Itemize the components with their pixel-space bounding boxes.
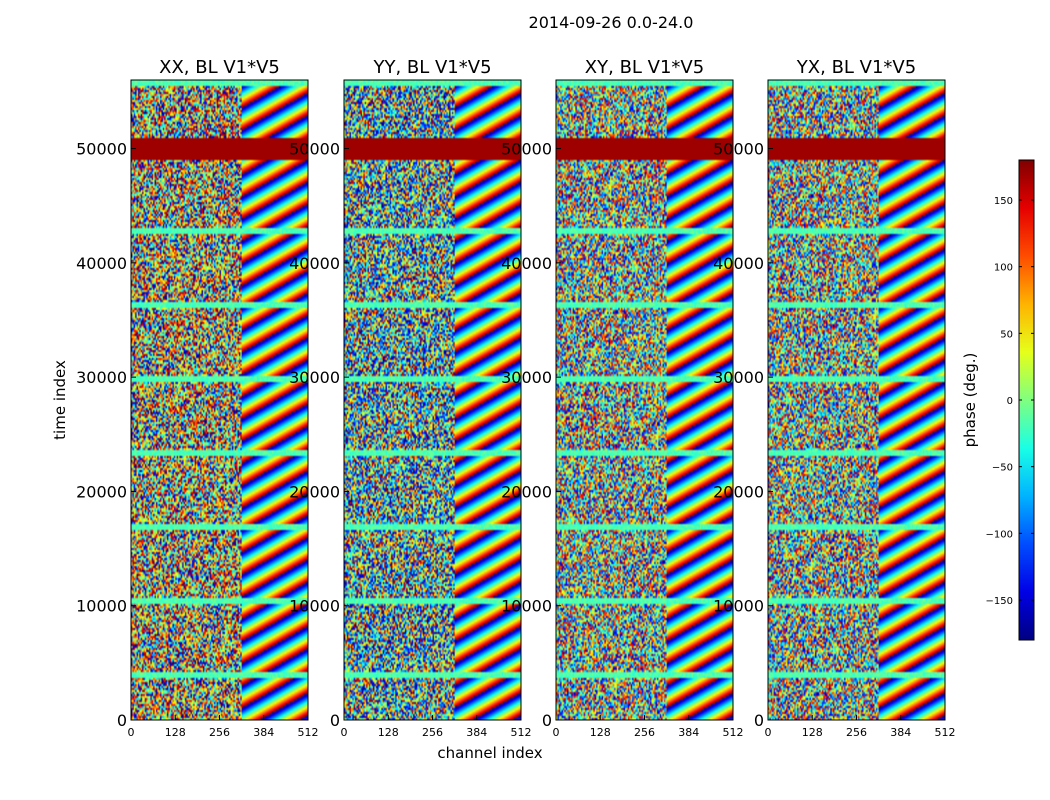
x-axis-label: channel index bbox=[437, 744, 542, 762]
phase-heatmap-image bbox=[131, 80, 308, 720]
y-tick-label: 10000 bbox=[289, 597, 340, 616]
y-tick-label: 50000 bbox=[76, 140, 127, 159]
y-tick-label: 0 bbox=[330, 711, 340, 730]
x-tick-label: 256 bbox=[209, 726, 230, 739]
phase-heatmap-image bbox=[556, 80, 733, 720]
y-tick-label: 30000 bbox=[501, 368, 552, 387]
phase-heatmap-image bbox=[768, 80, 945, 720]
panel-title: XX, BL V1*V5 bbox=[159, 57, 280, 78]
y-tick-label: 10000 bbox=[713, 597, 764, 616]
y-tick-label: 30000 bbox=[713, 368, 764, 387]
x-tick-label: 512 bbox=[511, 726, 532, 739]
y-tick-label: 10000 bbox=[76, 597, 127, 616]
x-tick-label: 512 bbox=[298, 726, 319, 739]
panel-1: XX, BL V1*V5 0 128 256 384 512 0 10000 20000 3000… bbox=[76, 57, 318, 739]
x-tick-label: 128 bbox=[165, 726, 186, 739]
panel-title: YX, BL V1*V5 bbox=[796, 57, 916, 78]
y-tick-label: 50000 bbox=[501, 140, 552, 159]
y-tick-label: 20000 bbox=[76, 482, 127, 501]
x-tick-label: 0 bbox=[553, 726, 560, 739]
panel-4: YX, BL V1*V5 0 128 256 384 512 0 10000 20000 3000… bbox=[713, 57, 955, 739]
y-tick-label: 40000 bbox=[501, 254, 552, 273]
colorbar-tick-label: 100 bbox=[994, 263, 1013, 274]
phase-heatmap-image bbox=[344, 80, 521, 720]
y-tick-label: 0 bbox=[117, 711, 127, 730]
y-tick-label: 10000 bbox=[501, 597, 552, 616]
y-tick-label: 50000 bbox=[289, 140, 340, 159]
colorbar-tick-label: 150 bbox=[994, 196, 1013, 207]
x-tick-label: 0 bbox=[128, 726, 135, 739]
y-tick-label: 20000 bbox=[713, 482, 764, 501]
panels-group: XX, BL V1*V5 0 128 256 384 512 0 10000 20000 3000… bbox=[76, 57, 955, 739]
y-tick-label: 40000 bbox=[289, 254, 340, 273]
panel-title: YY, BL V1*V5 bbox=[372, 57, 491, 78]
x-tick-label: 256 bbox=[422, 726, 443, 739]
colorbar-tick-label: 50 bbox=[1000, 329, 1013, 340]
y-tick-label: 30000 bbox=[289, 368, 340, 387]
x-tick-label: 384 bbox=[678, 726, 699, 739]
panel-title: XY, BL V1*V5 bbox=[585, 57, 704, 78]
colorbar-tick-label: −50 bbox=[992, 463, 1013, 474]
x-tick-label: 384 bbox=[890, 726, 911, 739]
x-tick-label: 128 bbox=[802, 726, 823, 739]
x-tick-label: 384 bbox=[253, 726, 274, 739]
x-tick-label: 384 bbox=[466, 726, 487, 739]
x-tick-label: 512 bbox=[935, 726, 956, 739]
x-tick-label: 0 bbox=[765, 726, 772, 739]
y-tick-label: 50000 bbox=[713, 140, 764, 159]
y-tick-label: 20000 bbox=[289, 482, 340, 501]
y-tick-label: 0 bbox=[754, 711, 764, 730]
x-tick-label: 128 bbox=[590, 726, 611, 739]
y-tick-label: 40000 bbox=[76, 254, 127, 273]
x-tick-label: 256 bbox=[846, 726, 867, 739]
y-axis-label: time index bbox=[51, 360, 69, 440]
y-tick-label: 40000 bbox=[713, 254, 764, 273]
panel-3: XY, BL V1*V5 0 128 256 384 512 0 10000 20000 3000… bbox=[501, 57, 743, 739]
colorbar: 150 100 50 0 −50 −100 −150 bbox=[986, 159, 1035, 641]
y-tick-label: 30000 bbox=[76, 368, 127, 387]
x-tick-label: 0 bbox=[341, 726, 348, 739]
y-tick-label: 20000 bbox=[501, 482, 552, 501]
y-tick-label: 0 bbox=[542, 711, 552, 730]
colorbar-label: phase (deg.) bbox=[961, 353, 979, 448]
panel-2: YY, BL V1*V5 0 128 256 384 512 0 10000 20000 3000… bbox=[289, 57, 531, 739]
x-tick-label: 256 bbox=[634, 726, 655, 739]
colorbar-tick-label: −150 bbox=[986, 596, 1013, 607]
x-tick-label: 128 bbox=[378, 726, 399, 739]
x-tick-label: 512 bbox=[723, 726, 744, 739]
colorbar-tick-label: −100 bbox=[986, 529, 1013, 540]
figure-title: 2014-09-26 0.0-24.0 bbox=[529, 13, 694, 32]
colorbar-tick-label: 0 bbox=[1007, 396, 1013, 407]
